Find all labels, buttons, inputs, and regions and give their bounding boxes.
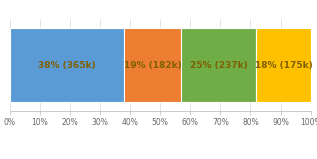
Bar: [10, 28, 124, 102]
Text: 38% (365k): 38% (365k): [38, 61, 95, 70]
Text: 18% (175k): 18% (175k): [255, 61, 313, 70]
Bar: [256, 28, 311, 102]
Bar: [124, 28, 181, 102]
Text: 25% (237k): 25% (237k): [190, 61, 248, 70]
Bar: [181, 28, 256, 102]
Text: 19% (182k): 19% (182k): [124, 61, 181, 70]
